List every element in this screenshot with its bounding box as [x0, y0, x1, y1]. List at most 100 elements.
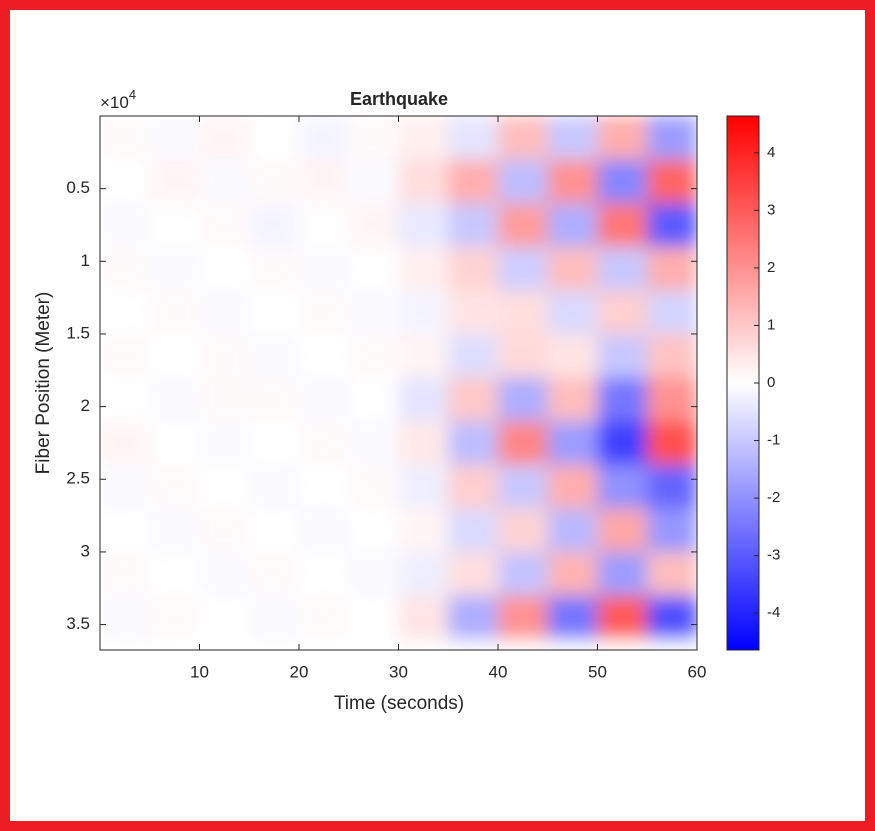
- heatmap-cell: [100, 508, 151, 553]
- heatmap-cell: [647, 159, 697, 204]
- heatmap-cell: [448, 595, 499, 640]
- heatmap: [100, 116, 697, 650]
- heatmap-cell: [547, 246, 598, 291]
- heatmap-cell: [498, 464, 549, 509]
- heatmap-cell: [348, 290, 399, 335]
- heatmap-cell: [348, 464, 399, 509]
- heatmap-cell: [299, 421, 350, 466]
- heatmap-cell: [100, 595, 151, 640]
- heatmap-cell: [647, 595, 697, 640]
- y-multiplier-base: ×10: [100, 93, 129, 112]
- heatmap-cell: [398, 333, 449, 379]
- heatmap-cell: [597, 421, 648, 466]
- colorbar-tick-label: 1: [767, 316, 775, 333]
- heatmap-cell: [100, 246, 151, 291]
- x-tick-label: 10: [190, 662, 209, 681]
- heatmap-cell: [299, 333, 350, 379]
- heatmap-cell: [448, 116, 499, 161]
- heatmap-cell: [597, 246, 648, 291]
- heatmap-cell: [199, 246, 250, 291]
- heatmap-cell: [448, 203, 499, 248]
- heatmap-cell: [398, 116, 449, 161]
- heatmap-cell: [398, 551, 449, 597]
- heatmap-cell: [398, 421, 449, 466]
- heatmap-cell: [299, 246, 350, 291]
- heatmap-cell: [498, 246, 549, 291]
- heatmap-cell: [299, 508, 350, 553]
- heatmap-cell: [149, 595, 200, 640]
- heatmap-cell: [100, 203, 151, 248]
- heatmap-cell: [547, 333, 598, 379]
- colorbar-tick-label: -1: [767, 432, 780, 449]
- heatmap-cell: [498, 290, 549, 335]
- heatmap-cell: [149, 508, 200, 553]
- heatmap-cell: [597, 595, 648, 640]
- heatmap-cell: [647, 421, 697, 466]
- heatmap-cell: [249, 508, 300, 553]
- heatmap-cell: [199, 159, 250, 204]
- heatmap-cell: [100, 159, 151, 204]
- heatmap-cell: [299, 377, 350, 422]
- heatmap-cell: [498, 203, 549, 248]
- heatmap-cell: [498, 508, 549, 553]
- heatmap-cell: [299, 290, 350, 335]
- heatmap-cell: [299, 159, 350, 204]
- y-tick-label: 3.5: [66, 614, 90, 633]
- heatmap-cell: [149, 159, 200, 204]
- heatmap-cell: [448, 333, 499, 379]
- heatmap-cell: [348, 421, 399, 466]
- heatmap-cell: [448, 464, 499, 509]
- heatmap-cell: [547, 464, 598, 509]
- y-tick-label: 1: [81, 251, 90, 270]
- colorbar-tick-label: -4: [767, 604, 780, 621]
- colorbar-tick-label: -3: [767, 547, 780, 564]
- heatmap-cell: [149, 464, 200, 509]
- heatmap-cell: [448, 421, 499, 466]
- heatmap-cell: [348, 333, 399, 379]
- heatmap-cell: [498, 377, 549, 422]
- heatmap-cell: [547, 116, 598, 161]
- heatmap-cell: [348, 246, 399, 291]
- x-tick-label: 30: [389, 662, 408, 681]
- y-multiplier-exponent: 4: [129, 87, 136, 102]
- y-axis-label: Fiber Position (Meter): [33, 292, 54, 475]
- heatmap-cell: [149, 333, 200, 379]
- heatmap-cell: [547, 290, 598, 335]
- heatmap-cell: [448, 551, 499, 597]
- y-tick-label: 0.5: [66, 178, 90, 197]
- heatmap-cell: [448, 377, 499, 422]
- heatmap-cell: [149, 377, 200, 422]
- heatmap-cell: [547, 595, 598, 640]
- x-tick-label: 50: [588, 662, 607, 681]
- heatmap-cell: [398, 595, 449, 640]
- heatmap-cell: [249, 421, 300, 466]
- heatmap-cell: [547, 508, 598, 553]
- heatmap-cell: [149, 116, 200, 161]
- heatmap-cell: [100, 377, 151, 422]
- y-tick-label: 2.5: [66, 469, 90, 488]
- heatmap-cell: [498, 551, 549, 597]
- heatmap-cell: [100, 290, 151, 335]
- heatmap-cell: [398, 159, 449, 204]
- heatmap-cell: [348, 203, 399, 248]
- heatmap-cell: [647, 246, 697, 291]
- heatmap-cell: [199, 421, 250, 466]
- heatmap-cells: [100, 116, 697, 650]
- heatmap-cell: [199, 464, 250, 509]
- heatmap-cell: [249, 116, 300, 161]
- heatmap-cell: [299, 464, 350, 509]
- heatmap-cell: [199, 203, 250, 248]
- heatmap-cell: [199, 595, 250, 640]
- x-axis-label: Time (seconds): [334, 693, 464, 714]
- heatmap-cell: [348, 159, 399, 204]
- heatmap-cell: [100, 551, 151, 597]
- heatmap-cell: [448, 508, 499, 553]
- heatmap-cell: [149, 246, 200, 291]
- heatmap-cell: [448, 159, 499, 204]
- heatmap-cell: [448, 246, 499, 291]
- heatmap-cell: [100, 464, 151, 509]
- heatmap-cell: [199, 377, 250, 422]
- x-tick-label: 40: [489, 662, 508, 681]
- heatmap-cell: [249, 595, 300, 640]
- heatmap-cell: [348, 377, 399, 422]
